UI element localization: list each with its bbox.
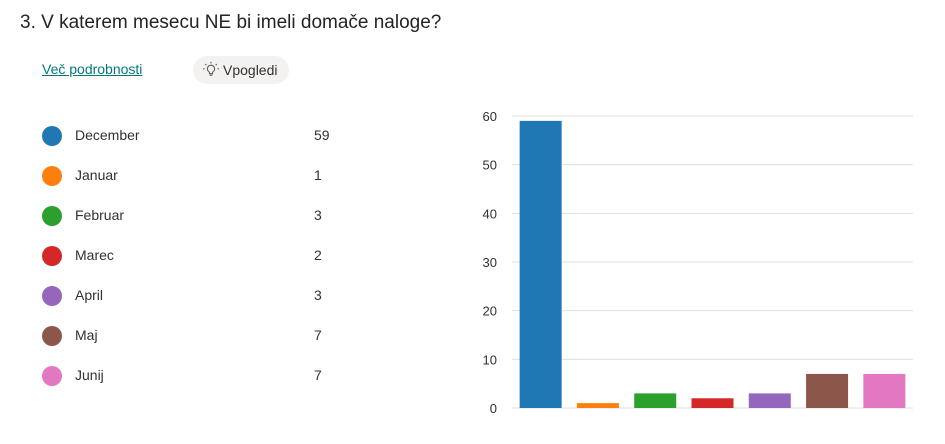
y-tick-label: 10 xyxy=(483,352,497,367)
legend-color-dot xyxy=(42,206,62,226)
legend-item: Marec 2 xyxy=(42,236,342,276)
legend-color-dot xyxy=(42,286,62,306)
legend-label: Maj xyxy=(75,327,98,343)
bar-december[interactable] xyxy=(519,120,562,408)
legend-color-dot xyxy=(42,126,62,146)
legend-label: Februar xyxy=(75,207,125,223)
bar-maj[interactable] xyxy=(806,373,849,408)
question-title: 3. V katerem mesecu NE bi imeli domače n… xyxy=(20,12,442,33)
y-tick-label: 40 xyxy=(483,206,497,221)
legend-count: 7 xyxy=(314,327,322,343)
y-tick-label: 0 xyxy=(490,401,497,416)
y-tick-label: 50 xyxy=(483,158,497,173)
legend-label: Januar xyxy=(75,167,118,183)
lightbulb-icon xyxy=(202,61,220,79)
legend-item: December 59 xyxy=(42,116,342,156)
legend-item: Februar 3 xyxy=(42,196,342,236)
bar-april[interactable] xyxy=(748,393,791,408)
bar-marec[interactable] xyxy=(691,398,734,408)
more-details-link[interactable]: Več podrobnosti xyxy=(42,61,143,77)
legend-count: 3 xyxy=(314,287,322,303)
legend-item: Januar 1 xyxy=(42,156,342,196)
legend-item: Junij 7 xyxy=(42,356,342,396)
bar-chart: 0 10 20 30 40 50 60 xyxy=(483,109,913,416)
legend-color-dot xyxy=(42,326,62,346)
legend-count: 2 xyxy=(314,247,322,263)
legend-label: April xyxy=(75,287,104,303)
legend-item: April 3 xyxy=(42,276,342,316)
chart-legend: December 59 Januar 1 Februar 3 Marec 2 April 3 Maj… xyxy=(42,116,342,396)
legend-count: 7 xyxy=(314,367,322,383)
legend-label: Junij xyxy=(75,367,104,383)
legend-count: 3 xyxy=(314,207,322,223)
y-tick-label: 20 xyxy=(483,304,497,319)
legend-color-dot xyxy=(42,246,62,266)
legend-label: Marec xyxy=(75,247,114,263)
legend-count: 1 xyxy=(314,167,322,183)
legend-count: 59 xyxy=(314,127,330,143)
y-tick-label: 30 xyxy=(483,255,497,270)
insights-button[interactable]: Vpogledi xyxy=(193,56,289,84)
bar-januar[interactable] xyxy=(576,403,619,408)
legend-color-dot xyxy=(42,166,62,186)
insights-label: Vpogledi xyxy=(223,62,278,78)
legend-label: December xyxy=(75,127,140,143)
legend-item: Maj 7 xyxy=(42,316,342,356)
legend-color-dot xyxy=(42,366,62,386)
bar-junij[interactable] xyxy=(863,373,906,408)
y-tick-label: 60 xyxy=(483,109,497,124)
bar-februar[interactable] xyxy=(634,393,677,408)
